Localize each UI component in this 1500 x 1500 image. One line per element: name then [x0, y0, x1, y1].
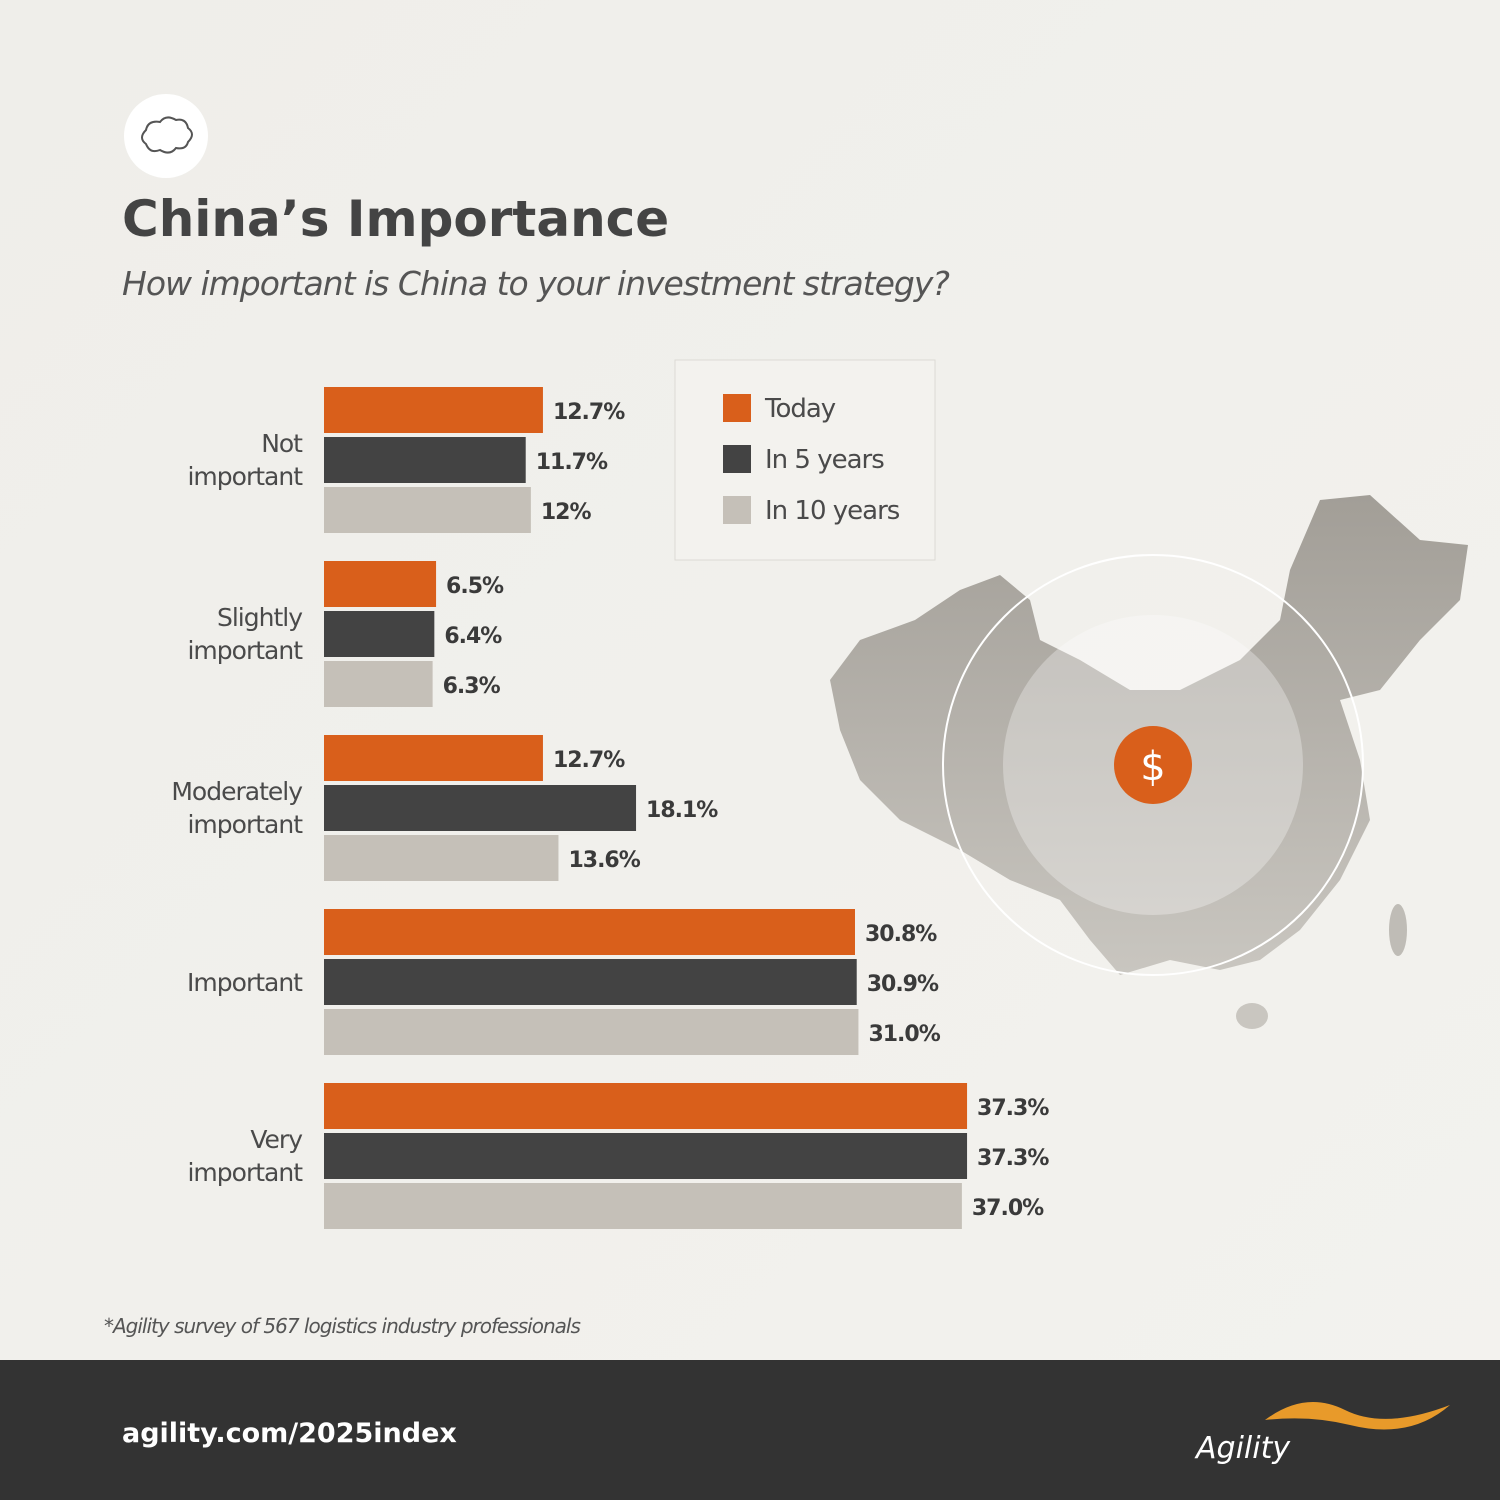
bar — [324, 387, 543, 433]
legend-label: In 10 years — [765, 496, 900, 526]
value-label: 6.5% — [446, 574, 504, 599]
map-pin — [1114, 726, 1192, 804]
map-ring — [942, 554, 1364, 976]
bar — [324, 735, 543, 781]
subtitle: How important is China to your investmen… — [122, 264, 949, 303]
value-label: 12.7% — [553, 400, 625, 425]
title: China’s Importance — [122, 190, 669, 248]
value-label: 37.0% — [972, 1196, 1044, 1221]
legend-swatch — [723, 394, 751, 422]
bar — [324, 1009, 859, 1055]
bar — [324, 437, 526, 483]
legend-swatch — [723, 496, 751, 524]
value-label: 6.3% — [443, 674, 501, 699]
legend-box — [674, 359, 936, 561]
value-label: 18.1% — [646, 798, 718, 823]
icon-badge — [124, 94, 208, 178]
category-label: Not important — [187, 429, 303, 491]
value-label: 31.0% — [868, 1022, 940, 1047]
bar — [324, 487, 531, 533]
map-symbol: $ — [1140, 744, 1165, 790]
bar — [324, 909, 855, 955]
map: $ — [830, 495, 1468, 1029]
bar — [324, 1133, 968, 1179]
category-label: Slightly important — [187, 603, 303, 665]
value-label: 37.3% — [977, 1096, 1049, 1121]
footer — [0, 1360, 1500, 1500]
value-label: 13.6% — [568, 848, 640, 873]
logo-text: Agility — [1194, 1431, 1291, 1466]
category-label: Very important — [187, 1125, 303, 1187]
logo-mark — [1265, 1402, 1450, 1430]
bar — [324, 611, 435, 657]
category-label: Important — [187, 967, 303, 997]
map-island — [1236, 1003, 1268, 1029]
bar — [324, 785, 637, 831]
legend-swatch — [723, 445, 751, 473]
bar — [324, 561, 437, 607]
footnote: *Agility survey of 567 logistics industr… — [104, 1314, 580, 1338]
icon — [141, 116, 193, 154]
value-label: 30.9% — [867, 972, 939, 997]
footer-url: agility.com/2025index — [122, 1418, 457, 1449]
bar — [324, 661, 433, 707]
legend-label: In 5 years — [765, 445, 884, 475]
value-label: 12% — [541, 500, 592, 525]
value-label: 30.8% — [865, 922, 937, 947]
value-label: 12.7% — [553, 748, 625, 773]
bar — [324, 1083, 968, 1129]
bar — [324, 835, 559, 881]
map-island — [1389, 904, 1407, 956]
category-label: Moderately important — [171, 777, 303, 839]
value-label: 37.3% — [977, 1146, 1049, 1171]
legend-label: Today — [764, 394, 836, 424]
bar — [324, 959, 857, 1005]
bar — [324, 1183, 962, 1229]
value-label: 11.7% — [536, 450, 608, 475]
value-label: 6.4% — [444, 624, 502, 649]
